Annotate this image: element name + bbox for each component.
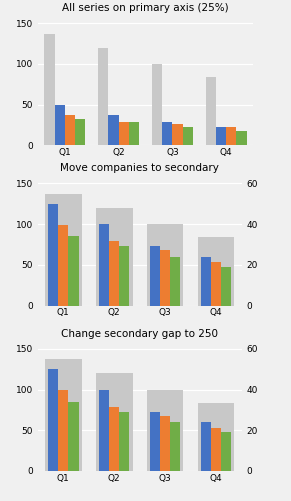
Bar	[206, 77, 216, 145]
Bar	[108, 115, 119, 145]
Bar	[160, 250, 170, 306]
Bar	[201, 422, 211, 471]
Bar	[98, 48, 108, 145]
Bar	[152, 64, 162, 145]
Bar	[221, 432, 231, 471]
Bar	[129, 123, 139, 145]
Bar	[147, 390, 183, 471]
Bar	[109, 407, 119, 471]
Bar	[58, 390, 68, 471]
Bar	[119, 246, 129, 306]
Bar	[172, 124, 183, 145]
Title: All series on primary axis (25%): All series on primary axis (25%)	[62, 3, 229, 13]
Bar	[221, 267, 231, 306]
Bar	[198, 403, 235, 471]
Bar	[45, 194, 81, 306]
Bar	[68, 236, 79, 306]
Bar	[48, 204, 58, 306]
Bar	[162, 123, 172, 145]
Title: Change secondary gap to 250: Change secondary gap to 250	[61, 329, 218, 339]
Bar	[150, 246, 160, 306]
Title: Move companies to secondary: Move companies to secondary	[60, 163, 219, 173]
Bar	[54, 105, 65, 145]
Bar	[68, 402, 79, 471]
Bar	[160, 416, 170, 471]
Bar	[226, 127, 237, 145]
Bar	[65, 115, 75, 145]
Bar	[201, 257, 211, 306]
Bar	[198, 237, 235, 306]
Bar	[170, 422, 180, 471]
Bar	[237, 131, 247, 145]
Bar	[99, 224, 109, 306]
Bar	[119, 122, 129, 145]
Bar	[147, 224, 183, 306]
Bar	[119, 411, 129, 471]
Bar	[183, 127, 193, 145]
Bar	[216, 127, 226, 145]
Bar	[96, 373, 133, 471]
Bar	[45, 359, 81, 471]
Bar	[211, 263, 221, 306]
Bar	[44, 34, 54, 145]
Bar	[96, 208, 133, 306]
Bar	[48, 369, 58, 471]
Bar	[109, 241, 119, 306]
Bar	[75, 119, 85, 145]
Bar	[150, 411, 160, 471]
Bar	[58, 225, 68, 306]
Bar	[99, 390, 109, 471]
Bar	[211, 428, 221, 471]
Bar	[170, 257, 180, 306]
